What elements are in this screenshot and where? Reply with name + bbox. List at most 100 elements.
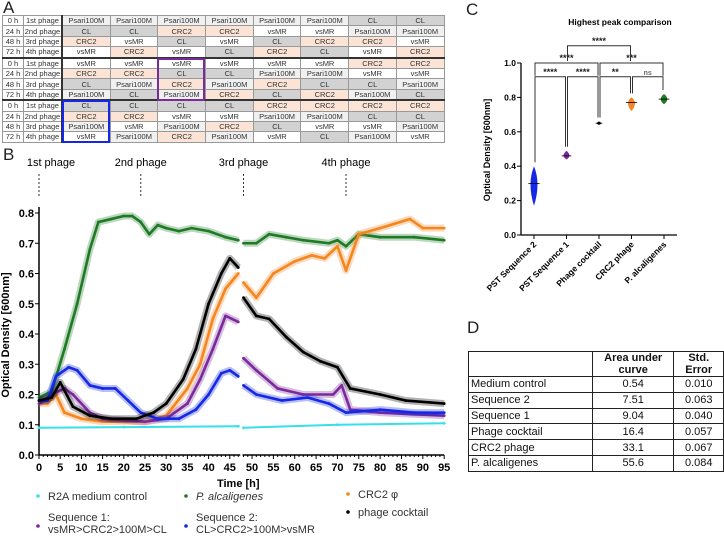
data-point	[336, 423, 339, 427]
x-tick-label: 30	[160, 462, 172, 474]
data-point	[301, 350, 305, 354]
time-cell: 48 h	[2, 35, 24, 48]
table-row: 48 h 3rd phage CL Psari100M CRC2 Psari100M CRC…	[2, 78, 445, 90]
data-point	[88, 414, 92, 418]
series-line	[38, 214, 239, 399]
error-band	[240, 215, 445, 302]
data-point	[139, 220, 143, 224]
y-tick-label: 0.7	[19, 238, 34, 250]
significance-bracket	[567, 45, 631, 61]
row-label: Medium control	[468, 376, 593, 393]
y-tick-label: 0.5	[19, 299, 34, 311]
data-point	[224, 314, 227, 318]
phage-cell: CRC2	[61, 35, 111, 48]
data-point	[331, 393, 335, 396]
table-row: 0 h 1st phage vsMR vsMR vsMR vsMR vsMR vsMR CRC2…	[2, 56, 445, 69]
table-row: 24 h 2nd phage CL CL CRC2 CRC2 vsMR vsMR Psari10…	[2, 25, 445, 37]
x-tick-label: 85	[395, 462, 407, 474]
phage-cell: Psari100M	[395, 78, 445, 90]
data-point	[50, 396, 54, 399]
legend-label: phage cocktail	[358, 507, 428, 519]
data-point	[37, 399, 41, 402]
data-point	[254, 241, 258, 245]
data-point	[421, 226, 425, 230]
data-point	[122, 425, 126, 429]
x-tick-label: 15	[96, 462, 108, 474]
table-row: 72 h 4th phage vsMR CRC2 vsMR CL CRC2 CL vsMR CRC…	[2, 46, 445, 59]
data-point	[242, 384, 245, 387]
data-point	[378, 408, 382, 412]
data-point	[228, 368, 232, 372]
table-row: 24 h 2nd phage CRC2 CRC2 CL CL Psari100M Psari1…	[2, 67, 445, 80]
data-point	[37, 402, 41, 405]
data-point	[254, 314, 258, 318]
data-point	[177, 229, 181, 233]
data-point	[228, 256, 232, 260]
x-tick-label: 5	[57, 462, 63, 474]
data-point	[280, 399, 284, 402]
x-tick-label: 40	[202, 462, 214, 474]
data-point	[236, 238, 240, 242]
legend-marker	[346, 510, 350, 514]
data-point	[143, 420, 147, 424]
legend-marker	[184, 524, 188, 528]
data-point	[236, 266, 240, 269]
x-tick-label: 70	[331, 462, 343, 474]
y-tick-label: 0.6	[19, 269, 34, 281]
violin	[563, 150, 570, 160]
error-band	[241, 355, 445, 420]
data-point	[254, 368, 258, 372]
data-point	[442, 421, 446, 425]
phage-cell: Psari100M	[205, 131, 254, 143]
data-point	[301, 238, 305, 242]
data-point	[242, 281, 245, 284]
value-cell: 0.010	[673, 376, 724, 393]
x-tick-label: 80	[374, 462, 386, 474]
legend-label: Sequence 1:	[48, 512, 110, 524]
data-point	[71, 393, 75, 396]
phage-addition-label: 2nd phage	[115, 157, 167, 169]
data-point	[236, 320, 240, 324]
data-point	[236, 272, 240, 275]
data-point	[37, 396, 41, 399]
column-header: Area under curve	[591, 351, 675, 377]
data-point	[254, 393, 258, 396]
data-point	[71, 405, 75, 408]
significance-label: **	[612, 67, 620, 77]
data-point	[224, 287, 227, 291]
value-cell: 33.1	[591, 439, 675, 456]
y-tick-label: 0.1	[19, 420, 34, 432]
table-row: Medium control 0.54 0.010	[468, 376, 724, 393]
data-point	[284, 235, 288, 239]
time-cell: 72 h	[2, 131, 24, 143]
data-point	[190, 226, 194, 230]
y-tick-label: 0.4	[504, 161, 516, 171]
data-point	[267, 232, 271, 236]
data-point	[46, 402, 49, 405]
data-point	[88, 247, 92, 251]
data-point	[442, 402, 446, 405]
data-point	[378, 226, 382, 230]
phage-order-cell: 4th phage	[23, 131, 63, 143]
data-point	[164, 226, 168, 230]
y-tick-label: 0.8	[504, 92, 516, 102]
violin	[628, 97, 635, 112]
legend-marker	[36, 524, 40, 528]
legend-label: R2A medium control	[48, 491, 147, 503]
time-cell: 48 h	[2, 78, 24, 90]
growth-curve-chart: 0 5 10 15 20 25 30 35 40 45 50 55 60 65 70 75 80 85 90 95 0.…	[0, 157, 450, 536]
data-point	[344, 411, 348, 415]
x-tick-label: 60	[289, 462, 301, 474]
value-cell: 0.040	[673, 407, 724, 425]
panel-label-b: B	[3, 145, 15, 164]
data-point	[344, 244, 348, 248]
data-point	[181, 377, 185, 381]
data-point	[37, 426, 41, 430]
phage-addition-label: 1st phage	[27, 157, 75, 169]
data-point	[164, 414, 168, 418]
panel-label-c: C	[466, 0, 479, 19]
data-point	[242, 356, 245, 360]
data-point	[130, 214, 134, 218]
data-point	[67, 365, 71, 369]
data-point	[156, 223, 160, 227]
